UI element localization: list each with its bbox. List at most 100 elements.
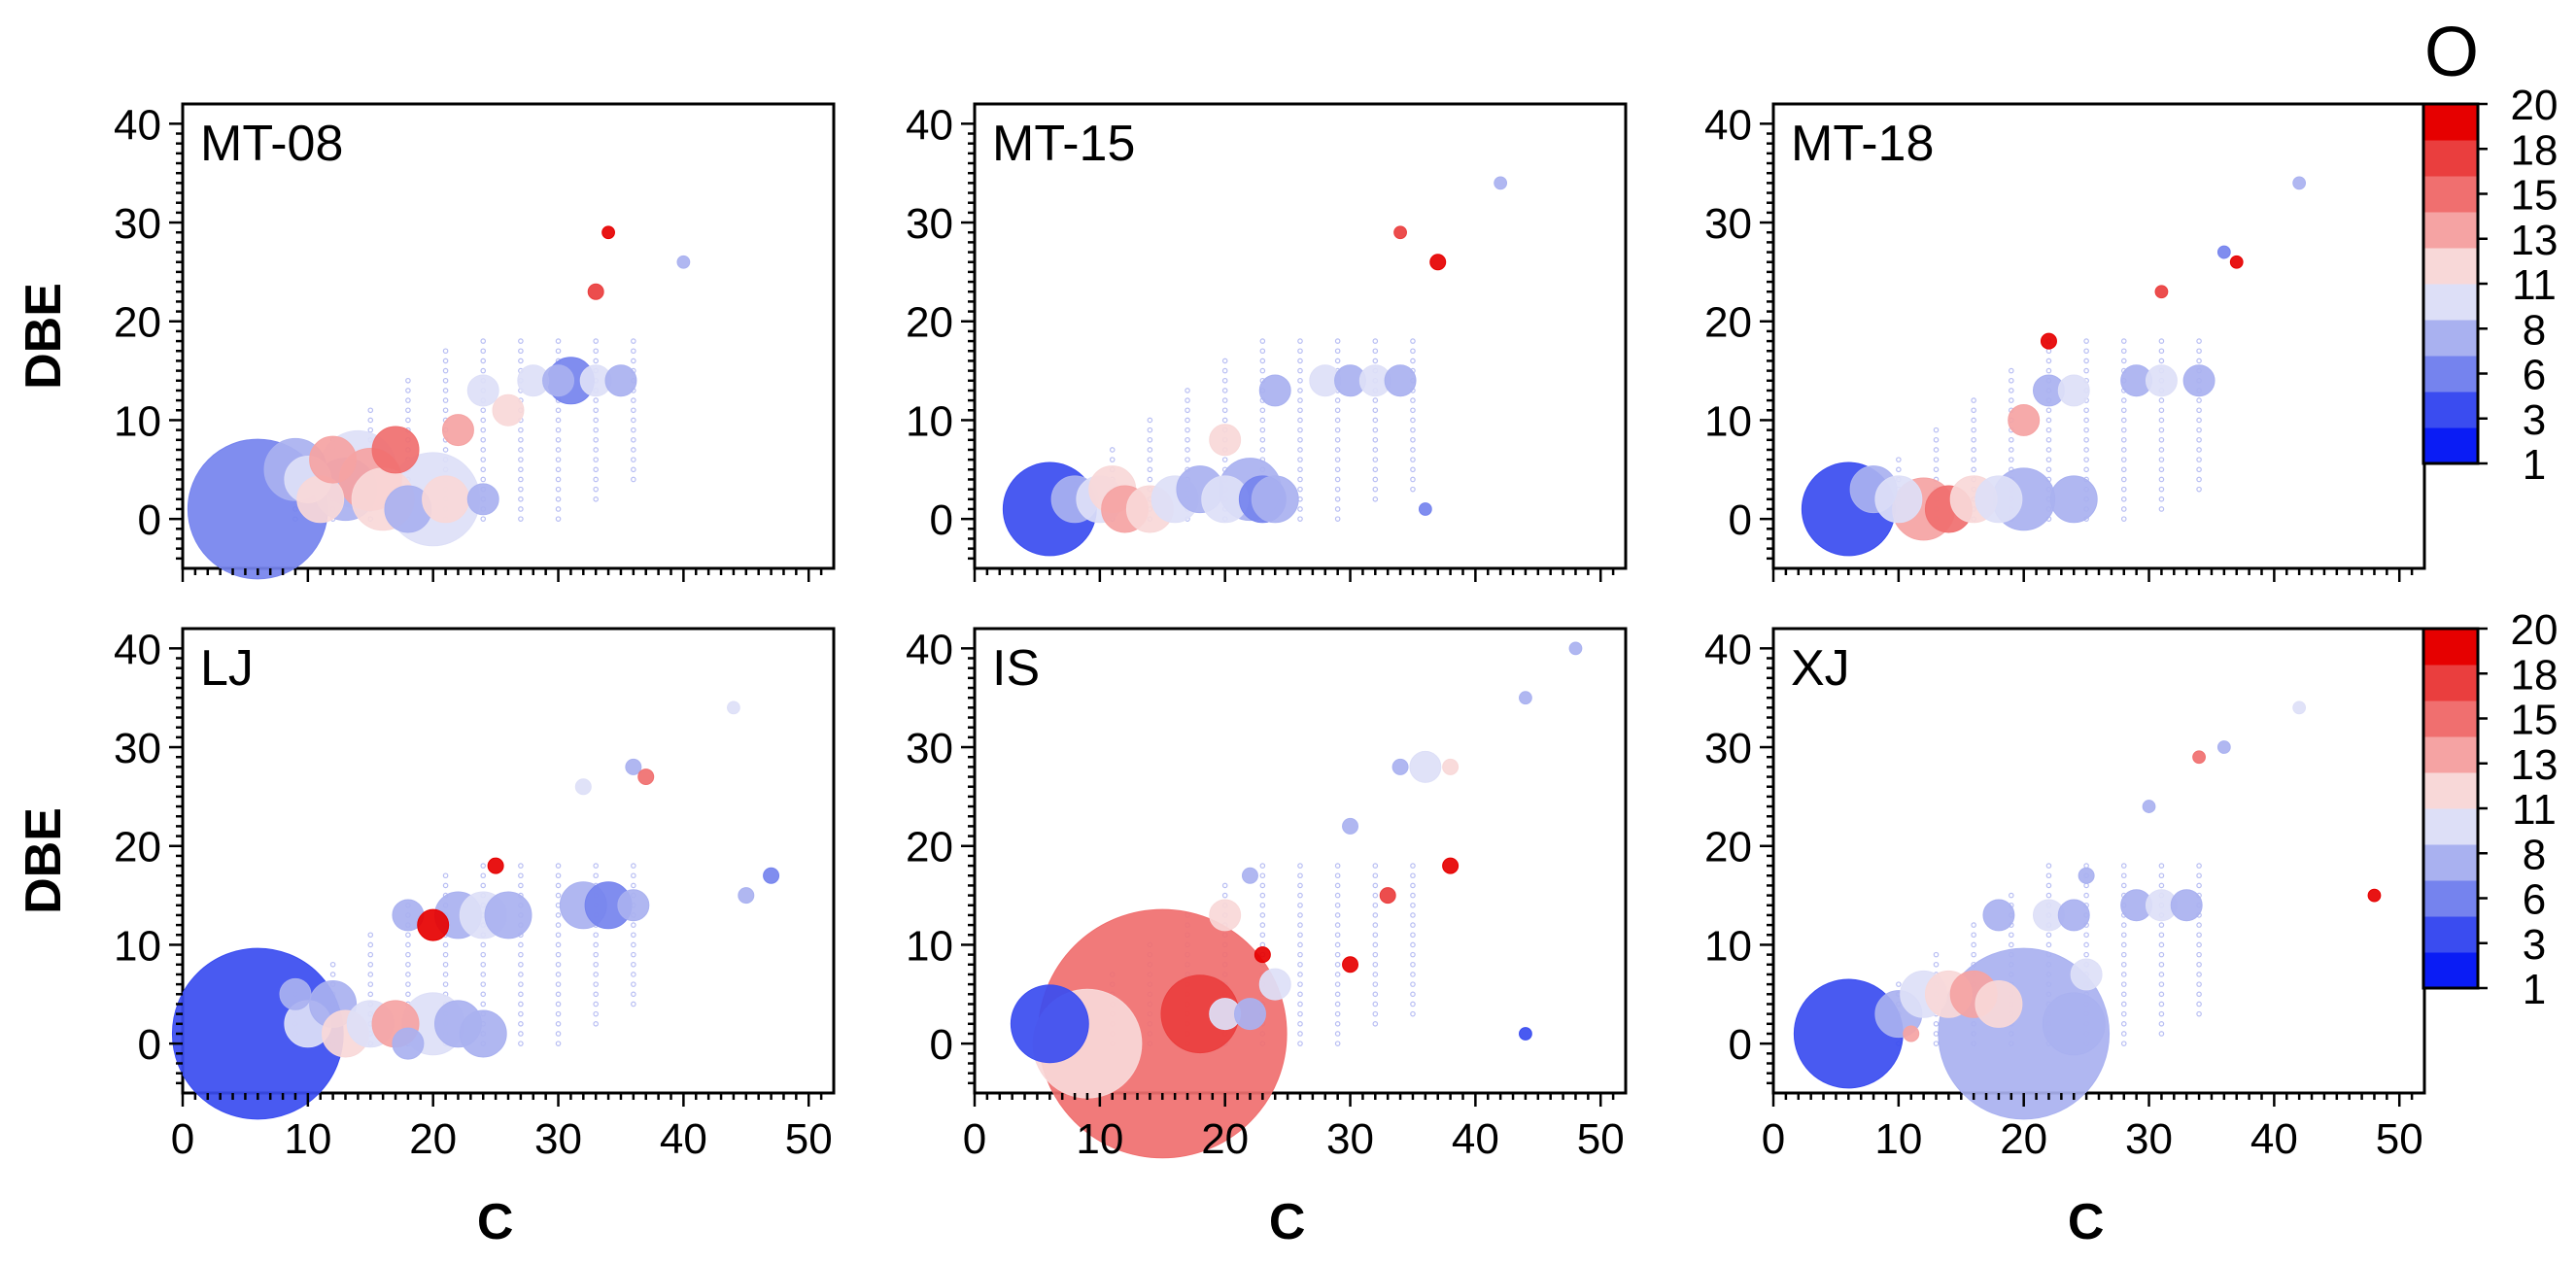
bg-point <box>1971 397 1976 403</box>
bg-point <box>555 922 562 928</box>
panel-is: 0 10 20 30 40 0 10 20 30 40 50 C IS <box>906 626 1628 1250</box>
bg-point <box>2009 447 2014 453</box>
bubble-point <box>1975 980 2023 1028</box>
bg-point <box>2120 941 2127 948</box>
bg-point <box>555 991 562 998</box>
bg-point <box>1933 961 1940 968</box>
bg-point <box>631 338 636 344</box>
bg-point <box>555 476 562 483</box>
bg-point <box>1410 407 1416 414</box>
bg-point <box>1971 427 1976 433</box>
bubble-point <box>1384 364 1417 397</box>
bg-point <box>2158 932 2165 939</box>
bg-point <box>1410 941 1416 948</box>
bg-point <box>2158 872 2165 879</box>
bg-point <box>405 397 411 403</box>
colorbar-tick-label: 15 <box>2511 172 2559 220</box>
bg-point <box>1410 436 1416 443</box>
bg-point <box>1372 338 1379 344</box>
bg-point <box>1297 941 1303 948</box>
bg-point <box>518 972 524 977</box>
bg-point <box>1971 941 1976 948</box>
bg-point <box>480 951 487 958</box>
bg-point <box>518 516 524 522</box>
bg-point <box>1410 922 1416 928</box>
bg-point <box>1372 427 1379 433</box>
bg-point <box>2158 417 2165 424</box>
bg-point <box>631 991 636 998</box>
bg-point <box>1971 922 1976 928</box>
bg-point <box>2158 882 2165 889</box>
bg-point <box>518 466 524 473</box>
bg-point <box>593 863 599 869</box>
panel-mt-15: 0 10 20 30 40 MT-15 <box>906 101 1628 582</box>
colorbar-title: O <box>2424 14 2479 91</box>
bg-point <box>1372 961 1379 968</box>
bg-point <box>2196 397 2202 403</box>
bg-point <box>1372 981 1379 987</box>
bg-point <box>2158 941 2165 948</box>
bg-point <box>593 348 599 355</box>
x-tick-label: 30 <box>1326 1115 1374 1163</box>
bg-point <box>1147 457 1153 462</box>
bg-point <box>480 427 487 433</box>
bg-point <box>518 427 524 433</box>
colorbar-tick-label: 1 <box>2523 441 2546 489</box>
bg-point <box>367 941 374 948</box>
colorbar-tick-label: 6 <box>2523 352 2546 399</box>
bg-point <box>593 358 599 364</box>
colorbar-segment <box>2423 427 2478 464</box>
bg-point <box>1372 902 1379 908</box>
bg-point <box>1334 486 1341 493</box>
bg-point <box>2158 436 2165 443</box>
bg-point <box>2083 407 2089 414</box>
bg-point <box>1410 863 1416 869</box>
bg-point <box>1334 516 1341 522</box>
bubble-point <box>2049 475 2098 524</box>
bg-point <box>2158 496 2165 502</box>
bg-point <box>518 486 524 493</box>
bg-point <box>1933 436 1940 443</box>
bg-point <box>1334 1041 1341 1046</box>
bg-point <box>2120 863 2127 869</box>
bg-point <box>1372 912 1379 918</box>
bubble-point <box>1209 424 1242 457</box>
bg-point <box>442 872 449 879</box>
bg-point <box>1334 466 1341 473</box>
x-axis-label: C <box>477 1194 514 1250</box>
x-tick-label: 0 <box>1762 1115 1785 1163</box>
bg-point <box>593 476 599 483</box>
bg-point <box>480 358 487 364</box>
bg-point <box>2009 388 2014 393</box>
bg-point <box>480 872 487 879</box>
bg-point <box>480 516 487 522</box>
bg-point <box>442 388 449 393</box>
bg-point <box>1410 417 1416 424</box>
bg-point <box>1410 951 1416 958</box>
bubble-point <box>1254 946 1271 964</box>
bg-point <box>631 922 636 928</box>
bg-point <box>1410 348 1416 355</box>
x-tick-label: 30 <box>2125 1115 2173 1163</box>
bg-point <box>593 981 599 987</box>
bg-point <box>442 882 449 889</box>
bg-point <box>593 407 599 414</box>
bg-point <box>2120 981 2127 987</box>
bg-point <box>631 863 636 869</box>
bg-point <box>593 417 599 424</box>
bg-point <box>593 338 599 344</box>
bg-point <box>2045 457 2052 462</box>
colorbar-segment <box>2423 844 2478 881</box>
bg-point <box>1334 991 1341 998</box>
bg-point <box>555 863 562 869</box>
bg-point <box>2158 981 2165 987</box>
bg-point <box>2120 516 2127 522</box>
colorbar-tick-label: 18 <box>2511 126 2559 174</box>
y-tick-label: 30 <box>1704 725 1752 772</box>
bg-point <box>1372 922 1379 928</box>
bg-point <box>2045 358 2052 364</box>
y-tick-label: 0 <box>1729 496 1752 544</box>
colorbar-tick-label: 11 <box>2512 786 2557 834</box>
bg-point <box>631 1001 636 1008</box>
bg-point <box>593 951 599 958</box>
